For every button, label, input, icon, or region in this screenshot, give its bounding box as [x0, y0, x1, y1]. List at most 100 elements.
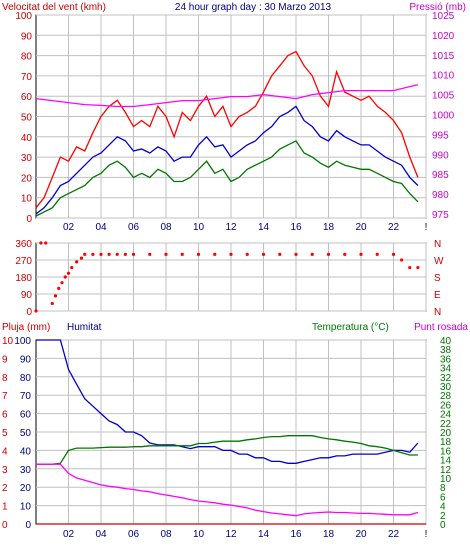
- humidity-tick-label: 50: [20, 428, 32, 439]
- direction-point: [63, 275, 67, 279]
- temperature-tick-label: 28: [440, 391, 452, 402]
- rain-tick-label: 3: [2, 465, 8, 476]
- rain-tick-label: 6: [2, 410, 8, 421]
- x-tick-label: 16: [290, 529, 302, 540]
- temperature-tick-label: 20: [440, 428, 452, 439]
- direction-point: [70, 265, 74, 270]
- direction-point: [148, 252, 152, 256]
- humidity-tick-label: 0: [25, 520, 31, 531]
- rain-tick-label: 9: [2, 354, 8, 365]
- axis-label-right: Pressió (mb): [409, 2, 466, 13]
- temperature-tick-label: 30: [440, 382, 452, 393]
- humidity-tick-label: 70: [20, 391, 32, 402]
- left-tick-label: 180: [15, 273, 32, 284]
- direction-point: [416, 265, 420, 270]
- temperature-tick-label: 36: [440, 354, 452, 365]
- direction-point: [66, 271, 71, 275]
- right-tick-label: 975: [432, 210, 449, 221]
- rain-tick-label: 0: [2, 520, 8, 531]
- direction-point: [57, 286, 61, 290]
- temperature-tick-label: 40: [440, 336, 452, 347]
- temperature-tick-label: 14: [440, 456, 452, 467]
- temperature-tick-label: 4: [440, 502, 446, 513]
- rain-tick-label: 5: [2, 428, 8, 439]
- rain-tick-label: 7: [2, 391, 8, 402]
- temperature-tick-label: 24: [440, 410, 452, 421]
- direction-point: [261, 252, 266, 256]
- axis-label-temperature: Temperatura (°C): [312, 322, 389, 333]
- series-line: [35, 140, 419, 217]
- axis-label-rain: Pluja (mm): [2, 322, 50, 333]
- temperature-tick-label: 12: [440, 465, 452, 476]
- right-tick-label: S: [434, 273, 441, 284]
- temperature-tick-label: 26: [440, 400, 452, 411]
- right-tick-label: 1005: [432, 91, 455, 102]
- rain-tick-label: 4: [2, 446, 8, 457]
- rain-tick-label: 10: [2, 336, 14, 347]
- direction-point: [107, 252, 111, 256]
- series-line: [36, 463, 419, 517]
- right-tick-label: E: [434, 290, 441, 301]
- x-tick-label: 08: [160, 222, 172, 233]
- rain-tick-label: 8: [2, 373, 8, 384]
- direction-point: [229, 252, 233, 256]
- series-line: [35, 50, 419, 209]
- humidity-tick-label: 20: [20, 483, 32, 494]
- direction-point: [115, 252, 119, 256]
- temperature-tick-label: 0: [440, 520, 446, 531]
- direction-point: [91, 252, 95, 256]
- direction-point: [131, 252, 136, 256]
- x-tick-label: 04: [95, 529, 107, 540]
- left-tick-label: 20: [21, 173, 33, 184]
- x-tick-label: 14: [258, 222, 270, 233]
- right-tick-label: 1015: [432, 51, 455, 62]
- left-tick-label: 30: [21, 153, 33, 164]
- temperature-tick-label: 32: [440, 373, 452, 384]
- left-tick-label: 80: [21, 52, 33, 63]
- direction-point: [196, 252, 201, 256]
- rain-tick-label: 2: [2, 483, 8, 494]
- direction-point: [44, 241, 48, 245]
- humidity-tick-label: 60: [20, 410, 32, 421]
- left-tick-label: 0: [26, 214, 32, 225]
- x-tick-label: 22: [388, 529, 400, 540]
- direction-point: [164, 252, 168, 256]
- direction-point: [213, 252, 217, 256]
- direction-point: [294, 252, 298, 256]
- right-tick-label: N: [434, 307, 441, 318]
- left-tick-label: 70: [21, 72, 33, 83]
- x-tick-label: 06: [128, 529, 140, 540]
- humidity-tick-label: 80: [20, 373, 32, 384]
- left-tick-label: 270: [15, 256, 32, 267]
- direction-point: [79, 256, 84, 260]
- axis-label-left: Velocitat del vent (kmh): [2, 2, 106, 13]
- x-tick-label: 10: [193, 529, 205, 540]
- direction-point: [50, 301, 54, 306]
- x-tick-label: 22: [388, 222, 400, 233]
- left-tick-label: 360: [15, 239, 32, 250]
- direction-point: [310, 252, 314, 256]
- x-tick-label: 02: [63, 529, 75, 540]
- direction-point: [39, 241, 43, 245]
- rain-tick-label: 1: [2, 502, 8, 513]
- series-line: [35, 84, 419, 108]
- x-tick-label: 14: [258, 529, 270, 540]
- direction-point: [359, 252, 363, 256]
- direction-point: [278, 252, 282, 256]
- chart-title: 24 hour graph day : 30 Marzo 2013: [175, 2, 332, 13]
- direction-point: [83, 252, 87, 256]
- direction-point: [343, 252, 347, 256]
- direction-point: [180, 252, 184, 256]
- direction-point: [400, 258, 404, 262]
- humidity-tick-label: 90: [20, 354, 32, 365]
- direction-point: [75, 260, 79, 264]
- temperature-tick-label: 10: [440, 474, 452, 485]
- left-tick-label: 60: [21, 92, 33, 103]
- right-tick-label: 1020: [432, 31, 455, 42]
- x-tick-label: 06: [128, 222, 140, 233]
- x-tick-label: 20: [355, 222, 367, 233]
- temperature-tick-label: 34: [440, 364, 452, 375]
- x-tick-label: 12: [225, 222, 237, 233]
- humidity-tick-label: 30: [20, 465, 32, 476]
